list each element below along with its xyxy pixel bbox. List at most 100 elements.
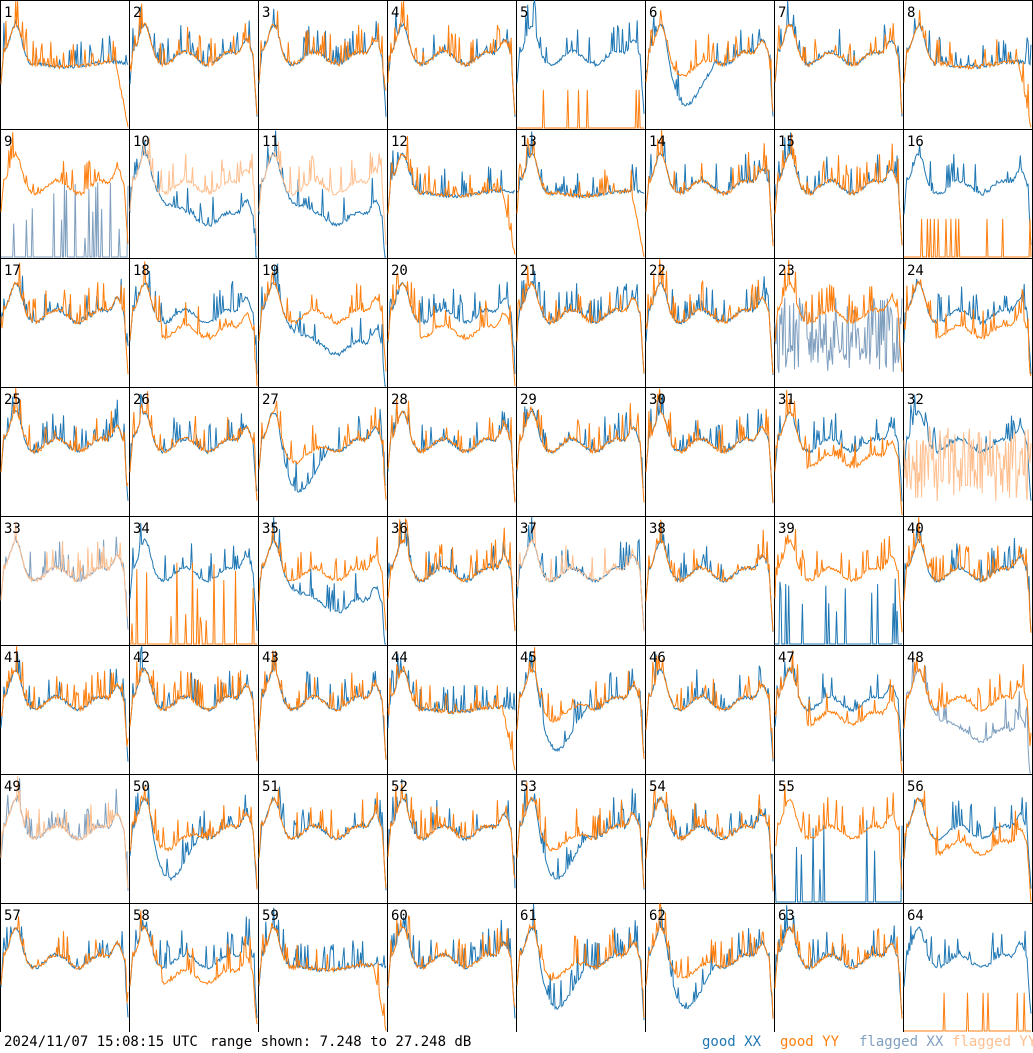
panel-64: 64 (903, 903, 1033, 1032)
panel-31: 31 (774, 387, 904, 517)
panel-label: 39 (778, 521, 795, 537)
series-yy-38 (645, 519, 774, 632)
series-yy-44 (387, 664, 516, 771)
series-xx-53 (516, 788, 645, 890)
panel-59: 59 (258, 903, 388, 1032)
panel-frame (645, 516, 775, 646)
panel-label: 5 (520, 5, 528, 21)
panel-frame (129, 645, 259, 775)
series-yy-34 (130, 562, 257, 645)
panel-34: 34 (129, 516, 259, 646)
panel-frame (258, 645, 388, 775)
panel-58: 58 (129, 903, 259, 1032)
series-yy-39 (774, 528, 903, 633)
panel-label: 51 (262, 779, 279, 795)
panel-frame (129, 129, 259, 259)
panel-42: 42 (129, 645, 259, 775)
panel-label: 14 (649, 134, 666, 150)
series-yy-16 (904, 218, 1032, 258)
series-yy-63 (774, 923, 903, 1019)
panel-label: 52 (391, 779, 408, 795)
panel-frame (645, 903, 775, 1032)
series-yy-52 (387, 783, 516, 879)
series-yy-59 (258, 923, 387, 1031)
series-xx-51 (258, 786, 387, 891)
series-yy-28 (387, 397, 516, 503)
panel-label: 21 (520, 263, 537, 279)
panel-label: 17 (4, 263, 21, 279)
panel-7: 7 (774, 0, 904, 130)
panel-label: 45 (520, 650, 537, 666)
series-yy-57 (0, 916, 129, 1004)
panel-label: 33 (4, 521, 21, 537)
series-yy-12 (387, 136, 516, 255)
series-yy-6 (645, 10, 774, 112)
panel-frame (516, 774, 646, 904)
panel-label: 61 (520, 908, 537, 924)
timestamp: 2024/11/07 15:08:15 UTC (4, 1034, 198, 1050)
panel-frame (129, 774, 259, 904)
panel-label: 41 (4, 650, 21, 666)
series-xx-4 (387, 13, 516, 117)
series-xx-17 (0, 275, 129, 347)
panel-11: 11 (258, 129, 388, 259)
panel-1: 1 (0, 0, 130, 130)
footer: 2024/11/07 15:08:15 UTC range shown: 7.2… (0, 1032, 1033, 1053)
series-yy-48 (903, 656, 1032, 747)
series-xx-19 (258, 263, 386, 387)
panel-2: 2 (129, 0, 259, 130)
panel-frame (387, 774, 517, 904)
series-yy-47 (774, 650, 903, 774)
panel-27: 27 (258, 387, 388, 517)
panel-28: 28 (387, 387, 517, 517)
panel-label: 40 (907, 521, 924, 537)
panel-frame (0, 516, 130, 646)
series-yy-29 (516, 402, 645, 503)
panel-57: 57 (0, 903, 130, 1032)
panel-53: 53 (516, 774, 646, 904)
series-xx-55 (774, 820, 903, 903)
panel-30: 30 (645, 387, 775, 517)
panel-frame (516, 516, 646, 646)
panel-29: 29 (516, 387, 646, 517)
series-xx-64 (903, 926, 1032, 1014)
series-yy-54 (645, 787, 774, 891)
series-yy-1 (0, 0, 129, 128)
series-yy-40 (903, 516, 1032, 633)
panel-label: 7 (778, 5, 786, 21)
panel-frame (258, 258, 388, 388)
series-yy-33 (0, 522, 129, 617)
panel-23: 23 (774, 258, 904, 388)
panel-frame (258, 0, 388, 130)
panel-14: 14 (645, 129, 775, 259)
series-yy-18 (129, 261, 258, 387)
panel-37: 37 (516, 516, 646, 646)
panel-frame (516, 129, 646, 259)
panel-54: 54 (645, 774, 775, 904)
panel-label: 4 (391, 5, 399, 21)
panel-39: 39 (774, 516, 904, 646)
panel-label: 53 (520, 779, 537, 795)
panel-label: 48 (907, 650, 924, 666)
panel-47: 47 (774, 645, 904, 775)
legend-good-yy: good YY (780, 1034, 840, 1050)
panel-label: 62 (649, 908, 666, 924)
series-xx-34 (129, 522, 258, 631)
panel-24: 24 (903, 258, 1033, 388)
panel-label: 49 (4, 779, 21, 795)
panel-label: 50 (133, 779, 150, 795)
panel-label: 8 (907, 5, 915, 21)
series-yy-3 (258, 10, 387, 91)
legend-flagged-xx: flagged XX (859, 1034, 944, 1050)
series-yy-20 (387, 272, 516, 387)
panel-frame (774, 903, 904, 1032)
panel-label: 29 (520, 392, 537, 408)
panel-15: 15 (774, 129, 904, 259)
panel-label: 26 (133, 392, 150, 408)
panel-25: 25 (0, 387, 130, 517)
panel-label: 32 (907, 392, 924, 408)
panel-frame (0, 903, 130, 1032)
panel-label: 24 (907, 263, 924, 279)
panel-frame (387, 645, 517, 775)
series-xx-39 (775, 578, 902, 645)
